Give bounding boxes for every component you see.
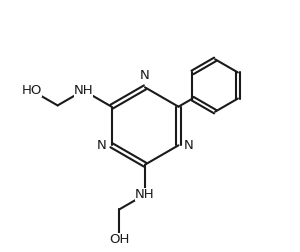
Text: N: N [184, 139, 194, 152]
Text: N: N [96, 139, 106, 152]
Text: NH: NH [74, 84, 93, 97]
Text: HO: HO [22, 84, 42, 97]
Text: NH: NH [135, 188, 155, 201]
Text: OH: OH [109, 233, 129, 246]
Text: N: N [140, 69, 150, 82]
